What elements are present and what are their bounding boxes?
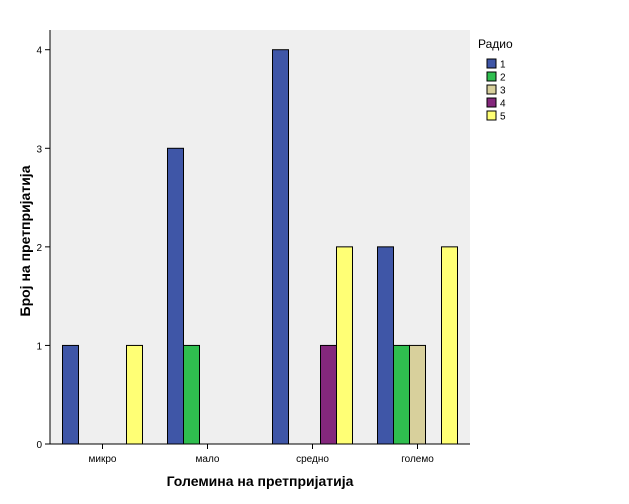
legend-label-3: 3 bbox=[500, 86, 506, 97]
y-axis-title: Број на претпријатија bbox=[17, 165, 33, 316]
legend-swatch-4 bbox=[486, 97, 497, 108]
legend-label-4: 4 bbox=[500, 99, 506, 110]
bar-големо-series-5 bbox=[441, 246, 458, 445]
x-ticks: микро мало средно големо bbox=[89, 444, 434, 465]
bar-средно-series-1 bbox=[272, 49, 289, 445]
x-tick-label: средно bbox=[296, 454, 329, 465]
bar-средно-series-5 bbox=[336, 246, 353, 445]
legend-label-1: 1 bbox=[500, 60, 506, 71]
legend-label-5: 5 bbox=[500, 112, 506, 123]
bar-мало-series-2 bbox=[183, 344, 200, 445]
bar-големо-series-3 bbox=[409, 344, 426, 445]
x-axis-title: Големина на претпријатија bbox=[167, 473, 354, 489]
bar-микро-series-1 bbox=[62, 344, 79, 445]
y-ticks: 0 1 2 3 4 bbox=[36, 46, 50, 451]
x-tick-label: микро bbox=[89, 454, 117, 465]
x-tick-label: мало bbox=[196, 454, 220, 465]
legend-swatch-1 bbox=[486, 58, 497, 69]
bar-мало-series-1 bbox=[167, 147, 184, 445]
axes-group: 0 1 2 3 4 микро мало средно големо bbox=[36, 30, 470, 465]
legend-swatch-5 bbox=[486, 110, 497, 121]
y-tick-label: 3 bbox=[36, 144, 42, 155]
legend: Радио 1 2 3 4 5 bbox=[478, 37, 513, 123]
legend-label-2: 2 bbox=[500, 73, 506, 84]
y-tick-label: 4 bbox=[36, 46, 42, 57]
y-tick-label: 2 bbox=[36, 243, 42, 254]
bar-микро-series-5 bbox=[126, 344, 143, 445]
bar-големо-series-2 bbox=[393, 344, 410, 445]
legend-swatch-2 bbox=[486, 71, 497, 82]
x-tick-label: големо bbox=[401, 454, 434, 465]
y-tick-label: 0 bbox=[36, 440, 42, 451]
legend-swatch-3 bbox=[486, 84, 497, 95]
y-tick-label: 1 bbox=[36, 341, 42, 352]
bar-големо-series-1 bbox=[377, 246, 394, 445]
legend-title: Радио bbox=[478, 37, 513, 51]
bars-group bbox=[62, 49, 458, 445]
bar-средно-series-4 bbox=[320, 344, 337, 445]
